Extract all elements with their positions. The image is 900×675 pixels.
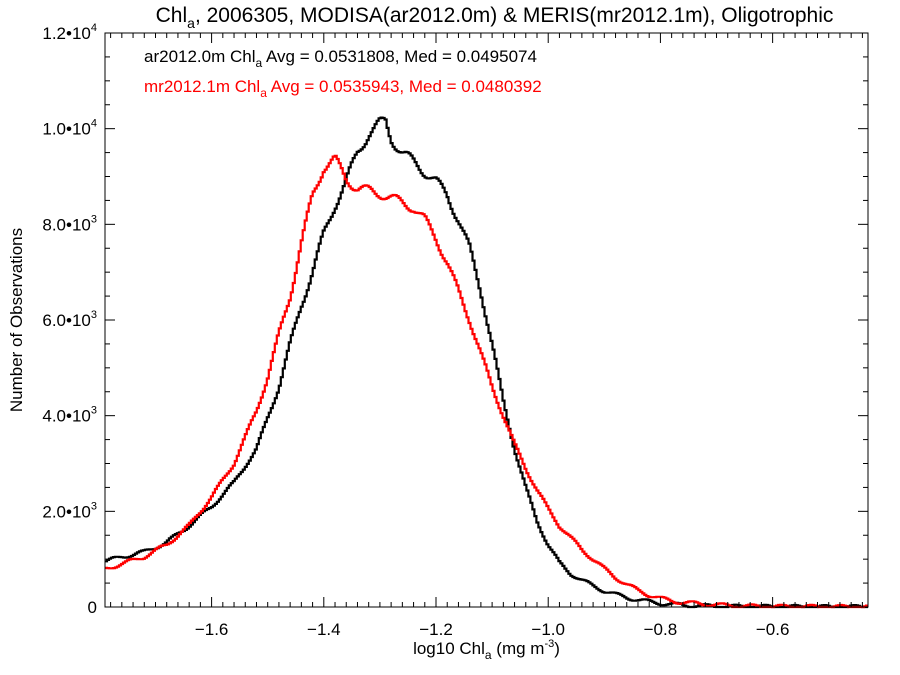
chart-title-part: , 2006305, MODISA(ar2012.0m) & MERIS(mr2…: [195, 4, 833, 27]
legend-entry-mr2012.1m: mr2012.1m Chla Avg = 0.0535943, Med = 0.…: [144, 77, 542, 100]
y-tick-label: 8.0•103: [42, 213, 97, 234]
x-axis-label: log10 Chla (mg m-3): [413, 638, 560, 662]
y-axis-label: Number of Observations: [7, 228, 26, 412]
x-axis-label-subscript: a: [485, 648, 492, 662]
y-tick-label: 0: [88, 598, 97, 617]
x-tick-label: −1.4: [307, 620, 341, 639]
series-line-mr2012.1m: [105, 154, 868, 609]
legend-entry-text: Avg = 0.0535943, Med = 0.0480392: [267, 77, 542, 96]
y-tick-label-exponent: 4: [91, 22, 97, 34]
chart-title-subscript: a: [187, 15, 195, 31]
data-layer: [105, 116, 868, 609]
y-tick-label: 1.0•104: [42, 118, 97, 139]
y-tick-label: 6.0•103: [42, 309, 97, 330]
y-tick-label-exponent: 3: [91, 500, 97, 512]
legend-entry-subscript: a: [256, 56, 263, 70]
y-tick-label-exponent: 3: [91, 213, 97, 225]
y-tick-label-base: 8.0•10: [42, 215, 91, 234]
x-tick-label: −0.6: [756, 620, 790, 639]
y-tick-label-exponent: 4: [91, 118, 97, 130]
x-tick-label: −1.0: [531, 620, 565, 639]
y-tick-label-exponent: 3: [91, 309, 97, 321]
legend-entry-text: Avg = 0.0531808, Med = 0.0495074: [262, 47, 537, 66]
chart-title-part: Chl: [156, 4, 188, 27]
series-line-ar2012.0m: [105, 116, 868, 609]
x-axis-label-part: ): [554, 639, 560, 658]
x-tick-label: −1.2: [419, 620, 453, 639]
y-tick-label-base: 2.0•10: [42, 502, 91, 521]
y-tick-label-base: 6.0•10: [42, 311, 91, 330]
x-axis-label-part: (mg m: [492, 639, 545, 658]
y-tick-label-exponent: 3: [91, 405, 97, 417]
chart-title: Chla, 2006305, MODISA(ar2012.0m) & MERIS…: [156, 4, 834, 31]
y-tick-label-base: 0: [88, 598, 97, 617]
y-tick-label: 1.2•104: [42, 22, 97, 43]
x-tick-label: −0.8: [644, 620, 678, 639]
legend-entry-text: ar2012.0m Chl: [144, 47, 256, 66]
text-layer: −1.6 −1.4 −1.2 −1.0 −0.8 −0.602.0•1034.0•1036…: [7, 4, 833, 662]
x-tick-label: −1.6: [195, 620, 229, 639]
y-tick-label-base: 1.2•10: [42, 24, 91, 43]
axes-layer: [104, 32, 869, 608]
y-tick-label: 2.0•103: [42, 500, 97, 521]
legend-entry-text: mr2012.1m Chl: [144, 77, 260, 96]
y-tick-label: 4.0•103: [42, 405, 97, 426]
x-axis-label-part: log10 Chl: [413, 639, 485, 658]
legend-entry-ar2012.0m: ar2012.0m Chla Avg = 0.0531808, Med = 0.…: [144, 47, 537, 70]
x-axis-label-superscript: -3: [544, 638, 554, 650]
legend-entry-subscript: a: [260, 86, 267, 100]
y-tick-label-base: 4.0•10: [42, 407, 91, 426]
y-tick-label-base: 1.0•10: [42, 120, 91, 139]
